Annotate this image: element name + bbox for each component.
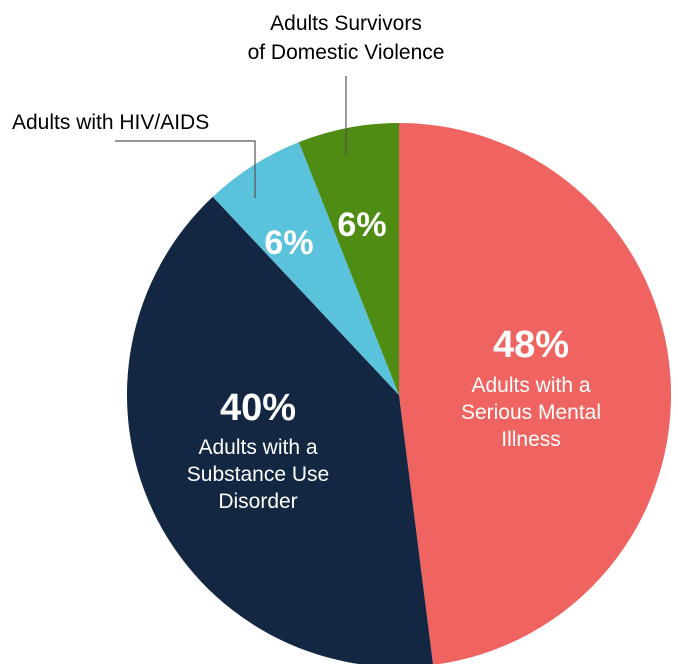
substance-use-disorder-label-line-2: Substance Use <box>187 463 329 486</box>
serious-mental-illness-label-line-2: Serious Mental <box>461 401 601 424</box>
pie-slice-substance-use-disorder <box>127 196 433 664</box>
hiv-aids-percent: 6% <box>264 224 313 262</box>
serious-mental-illness-label-line-1: Adults with a <box>471 374 590 397</box>
pie-slice-serious-mental-illness <box>399 123 672 664</box>
substance-use-disorder-percent: 40% <box>220 387 296 429</box>
domestic-violence-label-line-1: Adults Survivors <box>270 12 422 35</box>
domestic-violence-label-line-2: of Domestic Violence <box>248 41 445 64</box>
pie-slices <box>127 123 672 664</box>
hiv-aids-label: Adults with HIV/AIDS <box>12 111 209 134</box>
pie-slice-domestic-violence <box>298 123 399 395</box>
substance-use-disorder-label-line-3: Disorder <box>218 490 297 513</box>
pie-slice-hiv-aids <box>212 142 399 395</box>
serious-mental-illness-label-line-3: Illness <box>501 428 561 451</box>
hiv-aids-leader-line <box>115 140 256 198</box>
serious-mental-illness-percent: 48% <box>493 324 569 366</box>
substance-use-disorder-label-line-1: Adults with a <box>198 436 317 459</box>
domestic-violence-percent: 6% <box>337 206 386 244</box>
